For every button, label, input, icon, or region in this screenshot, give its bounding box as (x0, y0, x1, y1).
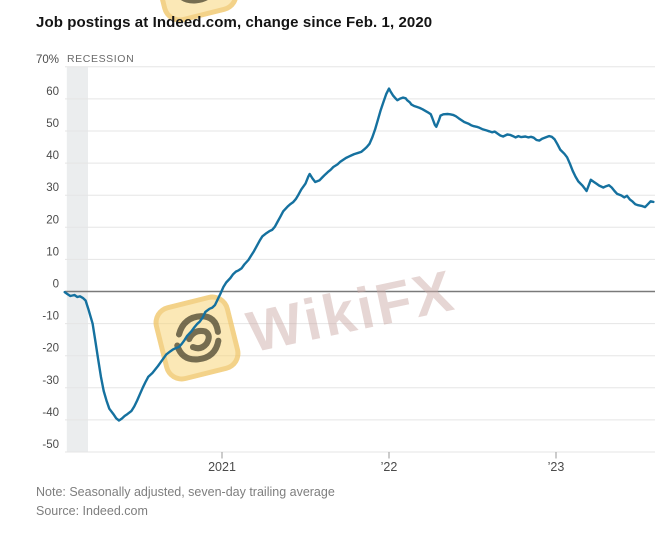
x-axis-ticks (221, 452, 557, 459)
y-axis-labels: 70% 60 50 40 30 20 10 0 -10 -20 -30 -40 -50 (36, 54, 59, 451)
recession-label: RECESSION (67, 53, 134, 65)
y-tick-label: 10 (46, 246, 59, 258)
y-tick-label: -30 (42, 375, 59, 387)
y-tick-label: 60 (46, 86, 59, 98)
y-tick-label: 50 (46, 118, 59, 130)
y-tick-label: 40 (46, 150, 59, 162)
y-tick-label: 0 (53, 279, 59, 291)
y-tick-label: -10 (42, 311, 59, 323)
wikifx-logo-partial-icon (147, 0, 243, 27)
chart-title: Job postings at Indeed.com, change since… (36, 14, 433, 31)
y-tick-label: 20 (46, 214, 59, 226)
y-tick-label: -20 (42, 343, 59, 355)
wikifx-logo-icon (149, 290, 245, 386)
chart-note: Note: Seasonally adjusted, seven-day tra… (36, 485, 335, 499)
job-postings-series-line (63, 87, 655, 422)
x-tick-label: 2021 (208, 460, 236, 474)
y-tick-label: -50 (42, 439, 59, 451)
x-tick-label: ’23 (548, 460, 565, 474)
x-axis-labels: 2021 ’22 ’23 (208, 460, 564, 474)
y-tick-label: -40 (42, 407, 59, 419)
y-tick-label: 30 (46, 182, 59, 194)
x-tick-label: ’22 (381, 460, 398, 474)
y-tick-label: 70% (36, 54, 59, 66)
chart-source: Source: Indeed.com (36, 504, 148, 518)
